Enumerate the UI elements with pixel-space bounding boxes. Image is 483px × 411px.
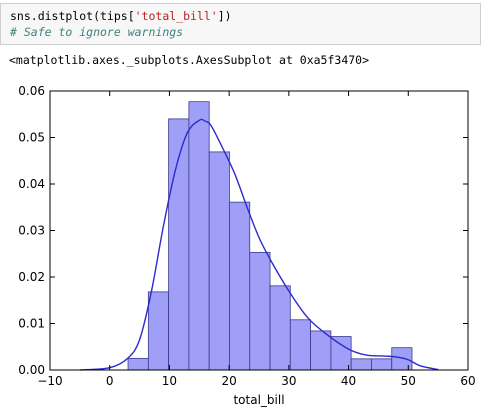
histogram-bar: [289, 319, 311, 371]
code-suffix: ]): [217, 9, 232, 23]
y-tick-label: 0.05: [18, 131, 45, 145]
y-tick-label: 0.00: [18, 363, 45, 377]
y-tick-label: 0.03: [18, 224, 45, 238]
code-line-distplot[interactable]: sns.distplot(tips['total_bill']): [10, 9, 232, 23]
histogram-bar: [310, 330, 332, 371]
x-tick-label: 50: [401, 374, 416, 388]
x-axis-label: total_bill: [233, 393, 284, 407]
histogram-bar: [249, 251, 271, 371]
code-string-literal: 'total_bill': [134, 9, 218, 23]
code-cell-input[interactable]: sns.distplot(tips['total_bill']) # Safe …: [0, 3, 481, 45]
histogram-bars: [127, 101, 413, 371]
y-tick-label: 0.01: [18, 317, 45, 331]
distplot-chart: −10 0 10 20 30 40 50 60 0.000.010.020.030.040.0…: [18, 84, 476, 407]
histogram-bar: [147, 291, 169, 371]
code-prefix: sns.distplot(tips[: [10, 9, 135, 23]
histogram-bar: [371, 358, 393, 371]
output-repr: <matplotlib.axes._subplots.AxesSubplot a…: [9, 53, 370, 67]
histogram-bar: [208, 151, 230, 371]
histogram-bar: [269, 285, 291, 371]
histogram-bar: [391, 347, 413, 371]
histogram-bar: [188, 101, 210, 371]
x-tick-label: 30: [281, 374, 296, 388]
histogram-bar: [127, 357, 149, 371]
kde-line: [79, 118, 439, 371]
y-tick-label: 0.02: [18, 270, 45, 284]
histogram-bar: [330, 336, 352, 371]
x-tick-label: −10: [37, 374, 62, 388]
histogram-bar: [229, 201, 251, 371]
y-tick-label: 0.06: [18, 84, 45, 98]
x-tick-label: 10: [162, 374, 177, 388]
x-tick-label: 60: [460, 374, 475, 388]
code-comment[interactable]: # Safe to ignore warnings: [10, 25, 184, 39]
histogram-bar: [350, 358, 372, 371]
x-tick-label: 40: [341, 374, 356, 388]
x-tick-label: 0: [106, 374, 114, 388]
y-axis-ticks: 0.00 0.01 0.02 0.03 0.04 0.05 0.06: [18, 84, 468, 377]
x-tick-label: 20: [222, 374, 237, 388]
y-tick-label: 0.04: [18, 177, 45, 191]
x-axis-ticks: −10 0 10 20 30 40 50 60: [37, 91, 476, 388]
